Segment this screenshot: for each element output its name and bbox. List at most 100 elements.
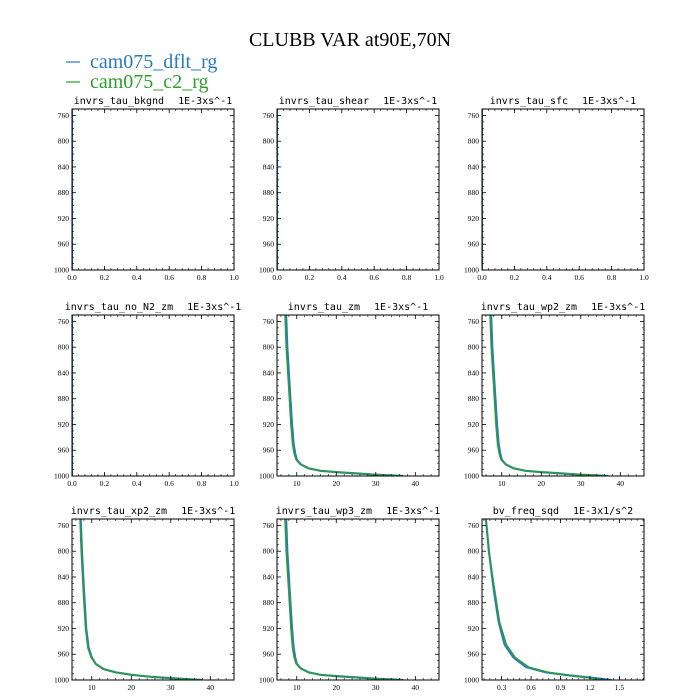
panel-title: invrs_tau_no_N2_zm 1E-3xs^-1 — [65, 302, 242, 313]
y-tick-label: 760 — [263, 111, 275, 120]
plot-frame — [481, 518, 645, 681]
panel-title: bv_freq_sqd 1E-3x1/s^2 — [493, 506, 633, 517]
panel-6: invrs_tau_wp2_zm 1E-3xs^-1 760 800 840 880 920… — [464, 302, 645, 488]
x-tick-label: 0.2 — [100, 273, 110, 282]
y-tick-label: 960 — [58, 240, 70, 249]
y-tick-label: 760 — [468, 317, 480, 326]
panel-title-units: 1E-3xs^-1 — [374, 302, 428, 313]
y-tick-label: 800 — [468, 547, 480, 556]
y-tick-label: 960 — [263, 446, 275, 455]
y-tick-label: 800 — [468, 137, 480, 146]
y-tick-label: 960 — [468, 446, 480, 455]
y-tick-label: 960 — [263, 240, 275, 249]
y-tick-label: 880 — [263, 188, 275, 197]
x-tick-label: 40 — [617, 479, 625, 488]
x-tick-label: 10 — [498, 479, 506, 488]
panel-title-units: 1E-3xs^-1 — [178, 96, 232, 107]
y-tick-label: 1000 — [259, 266, 274, 275]
panel-title-name: invrs_tau_xp2_zm — [71, 506, 167, 517]
panel-title-units: 1E-3xs^-1 — [582, 96, 636, 107]
panel-title-name: invrs_tau_sfc — [490, 96, 568, 107]
panel-grid: invrs_tau_bkgnd 1E-3xs^-1 760 800 840 880 920 9… — [54, 96, 649, 692]
y-tick-label: 1000 — [54, 266, 69, 275]
y-tick-label: 760 — [468, 111, 480, 120]
panel-title-units: 1E-3xs^-1 — [386, 506, 440, 517]
x-tick-label: 0.4 — [132, 273, 142, 282]
y-tick-label: 800 — [58, 547, 70, 556]
y-tick-label: 840 — [468, 368, 480, 377]
y-tick-label: 800 — [263, 343, 275, 352]
y-tick-label: 840 — [263, 368, 275, 377]
x-tick-label: 1.0 — [229, 479, 239, 488]
y-tick-label: 760 — [58, 111, 70, 120]
panel-title-name: invrs_tau_shear — [279, 96, 369, 107]
legend-label-c2: cam075_c2_rg — [90, 71, 209, 93]
y-tick-label: 760 — [263, 317, 275, 326]
x-tick-label: 1.0 — [434, 273, 444, 282]
x-tick-label: 10 — [293, 479, 301, 488]
y-tick-label: 960 — [58, 650, 70, 659]
panel-title-name: bv_freq_sqd — [493, 506, 559, 517]
series-line-c2 — [79, 519, 203, 680]
y-tick-label: 1000 — [464, 266, 479, 275]
panel-title-name: invrs_tau_wp3_zm — [276, 506, 372, 517]
x-tick-label: 0.2 — [100, 479, 110, 488]
x-tick-label: 0.8 — [607, 273, 617, 282]
y-tick-label: 800 — [58, 137, 70, 146]
x-tick-label: 20 — [333, 479, 341, 488]
x-tick-label: 0.6 — [526, 683, 536, 692]
y-tick-label: 1000 — [464, 472, 479, 481]
panel-5: invrs_tau_zm 1E-3xs^-1 760 800 840 880 920 960 1… — [259, 302, 440, 488]
y-tick-label: 840 — [263, 162, 275, 171]
y-tick-label: 840 — [468, 162, 480, 171]
x-tick-label: 1.0 — [639, 273, 649, 282]
x-tick-label: 40 — [207, 683, 215, 692]
x-tick-label: 1.0 — [229, 273, 239, 282]
x-tick-label: 0.6 — [165, 273, 175, 282]
panel-title-name: invrs_tau_wp2_zm — [481, 302, 577, 313]
panel-1: invrs_tau_bkgnd 1E-3xs^-1 760 800 840 880 920 9… — [54, 96, 239, 282]
panel-title: invrs_tau_wp2_zm 1E-3xs^-1 — [481, 302, 646, 313]
y-tick-label: 760 — [468, 521, 480, 530]
x-tick-label: 1.2 — [585, 683, 595, 692]
series-line-c2 — [489, 315, 609, 476]
series-line-dflt — [79, 519, 203, 680]
y-tick-label: 800 — [468, 343, 480, 352]
plot-frame — [276, 518, 440, 681]
y-tick-label: 920 — [468, 214, 480, 223]
x-tick-label: 30 — [167, 683, 175, 692]
y-tick-label: 880 — [468, 188, 480, 197]
y-tick-label: 880 — [263, 598, 275, 607]
plot-frame — [276, 314, 440, 477]
panel-2: invrs_tau_shear 1E-3xs^-1 760 800 840 880 920 9… — [259, 96, 444, 282]
x-tick-label: 0.2 — [510, 273, 520, 282]
series-line-dflt — [490, 315, 609, 476]
panel-4: invrs_tau_no_N2_zm 1E-3xs^-1 760 800 840 880 9… — [54, 302, 241, 488]
panel-title-units: 1E-3x1/s^2 — [573, 506, 633, 517]
y-tick-label: 840 — [58, 368, 70, 377]
x-tick-label: 20 — [333, 683, 341, 692]
panel-title-name: invrs_tau_no_N2_zm — [65, 302, 173, 313]
series-line-c2 — [485, 519, 600, 680]
y-tick-label: 800 — [263, 547, 275, 556]
series-line-dflt — [285, 315, 404, 476]
x-tick-label: 40 — [412, 683, 420, 692]
plot-frame — [481, 314, 645, 477]
y-tick-label: 760 — [58, 521, 70, 530]
x-tick-label: 0.0 — [272, 273, 282, 282]
x-tick-label: 30 — [372, 479, 380, 488]
y-tick-label: 1000 — [259, 472, 274, 481]
panel-title: invrs_tau_bkgnd 1E-3xs^-1 — [74, 96, 233, 107]
legend: cam075_dflt_rg cam075_c2_rg — [66, 51, 217, 93]
y-tick-label: 920 — [58, 624, 70, 633]
y-tick-label: 920 — [468, 420, 480, 429]
x-tick-label: 0.0 — [67, 273, 77, 282]
x-tick-label: 0.8 — [402, 273, 412, 282]
y-tick-label: 840 — [468, 572, 480, 581]
panel-title-units: 1E-3xs^-1 — [181, 506, 235, 517]
series-line-c2 — [284, 519, 404, 680]
y-tick-label: 880 — [468, 598, 480, 607]
x-tick-label: 30 — [372, 683, 380, 692]
panel-title: invrs_tau_zm 1E-3xs^-1 — [288, 302, 428, 313]
